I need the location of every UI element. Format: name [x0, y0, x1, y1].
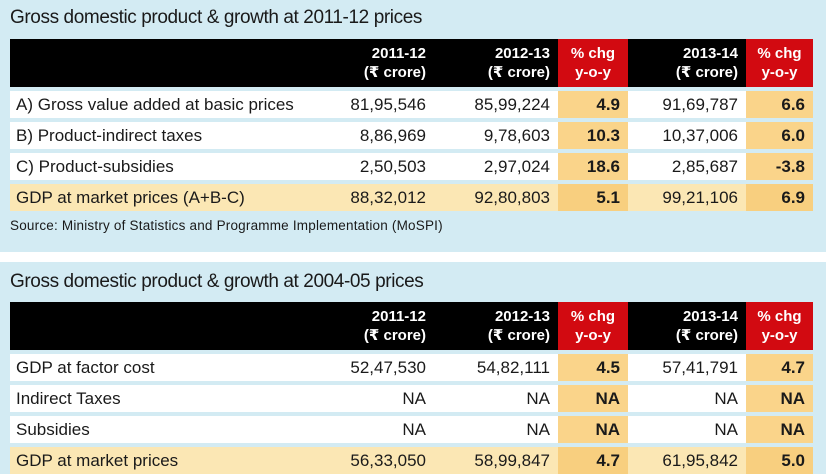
cell-chg-2013-14: 6.0 [746, 118, 813, 149]
header-2013-14: 2013-14 (₹ crore) [628, 39, 746, 87]
cell-chg-2012-13: 4.9 [558, 87, 628, 118]
cell-2013-14: 2,85,687 [628, 149, 746, 180]
cell-chg-2012-13: 4.7 [558, 443, 628, 474]
table-row: Subsidies NA NA NA NA NA [10, 412, 813, 443]
cell-chg-2013-14: -3.8 [746, 149, 813, 180]
cell-chg-2013-14: 4.7 [746, 350, 813, 381]
cell-2013-14: NA [628, 412, 746, 443]
total-row: GDP at market prices 56,33,050 58,99,847… [10, 443, 813, 474]
row-label: GDP at market prices (A+B-C) [10, 180, 306, 211]
cell-chg-2012-13: 18.6 [558, 149, 628, 180]
cell-2011-12: 81,95,546 [306, 87, 434, 118]
header-2011-12: 2011-12 (₹ crore) [306, 39, 434, 87]
cell-2011-12: 56,33,050 [306, 443, 434, 474]
cell-2012-13: 2,97,024 [434, 149, 558, 180]
cell-chg-2013-14: 6.9 [746, 180, 813, 211]
header-chg-2012-13: % chg y-o-y [558, 39, 628, 87]
header-label [10, 302, 306, 350]
cell-2013-14: NA [628, 381, 746, 412]
cell-2011-12: 88,32,012 [306, 180, 434, 211]
table1-header-row: 2011-12 (₹ crore) 2012-13 (₹ crore) % chg y… [10, 39, 813, 87]
cell-2013-14: 91,69,787 [628, 87, 746, 118]
cell-2011-12: NA [306, 381, 434, 412]
cell-2012-13: 54,82,111 [434, 350, 558, 381]
header-2013-14: 2013-14 (₹ crore) [628, 302, 746, 350]
cell-2013-14: 57,41,791 [628, 350, 746, 381]
cell-chg-2013-14: NA [746, 412, 813, 443]
cell-chg-2013-14: 6.6 [746, 87, 813, 118]
cell-chg-2013-14: 5.0 [746, 443, 813, 474]
row-label: Indirect Taxes [10, 381, 306, 412]
cell-chg-2012-13: 10.3 [558, 118, 628, 149]
source-note: Source: Ministry of Statistics and Progr… [10, 218, 443, 233]
table-row: B) Product-indirect taxes 8,86,969 9,78,… [10, 118, 813, 149]
cell-2013-14: 99,21,106 [628, 180, 746, 211]
cell-2011-12: 52,47,530 [306, 350, 434, 381]
cell-chg-2012-13: 5.1 [558, 180, 628, 211]
header-2011-12: 2011-12 (₹ crore) [306, 302, 434, 350]
cell-2013-14: 10,37,006 [628, 118, 746, 149]
row-label: GDP at market prices [10, 443, 306, 474]
header-chg-2012-13: % chg y-o-y [558, 302, 628, 350]
header-chg-2013-14: % chg y-o-y [746, 39, 813, 87]
table2-title: Gross domestic product & growth at 2004-… [10, 271, 424, 292]
cell-2011-12: NA [306, 412, 434, 443]
cell-2012-13: 9,78,603 [434, 118, 558, 149]
table2-header-row: 2011-12 (₹ crore) 2012-13 (₹ crore) % chg y… [10, 302, 813, 350]
cell-2012-13: 92,80,803 [434, 180, 558, 211]
gdp-2011-12-panel: Gross domestic product & growth at 2011-… [10, 7, 813, 233]
table-row: Indirect Taxes NA NA NA NA NA [10, 381, 813, 412]
row-label: B) Product-indirect taxes [10, 118, 306, 149]
cell-2013-14: 61,95,842 [628, 443, 746, 474]
row-label: GDP at factor cost [10, 350, 306, 381]
table-row: C) Product-subsidies 2,50,503 2,97,024 1… [10, 149, 813, 180]
table-row: GDP at factor cost 52,47,530 54,82,111 4… [10, 350, 813, 381]
cell-chg-2012-13: NA [558, 381, 628, 412]
table-row: A) Gross value added at basic prices 81,… [10, 87, 813, 118]
gdp-2011-12-table: 2011-12 (₹ crore) 2012-13 (₹ crore) % chg y… [10, 39, 813, 211]
row-label: Subsidies [10, 412, 306, 443]
row-label: A) Gross value added at basic prices [10, 87, 306, 118]
cell-2012-13: 58,99,847 [434, 443, 558, 474]
header-label [10, 39, 306, 87]
cell-2011-12: 8,86,969 [306, 118, 434, 149]
cell-2011-12: 2,50,503 [306, 149, 434, 180]
cell-chg-2012-13: 4.5 [558, 350, 628, 381]
cell-2012-13: 85,99,224 [434, 87, 558, 118]
total-row: GDP at market prices (A+B-C) 88,32,012 9… [10, 180, 813, 211]
row-label: C) Product-subsidies [10, 149, 306, 180]
header-chg-2013-14: % chg y-o-y [746, 302, 813, 350]
cell-2012-13: NA [434, 412, 558, 443]
header-2012-13: 2012-13 (₹ crore) [434, 39, 558, 87]
header-2012-13: 2012-13 (₹ crore) [434, 302, 558, 350]
section-divider [0, 252, 826, 262]
gdp-2004-05-panel: Gross domestic product & growth at 2004-… [0, 262, 826, 474]
cell-chg-2013-14: NA [746, 381, 813, 412]
cell-2012-13: NA [434, 381, 558, 412]
table1-title: Gross domestic product & growth at 2011-… [10, 7, 422, 28]
gdp-2004-05-table: 2011-12 (₹ crore) 2012-13 (₹ crore) % chg y… [10, 302, 813, 474]
cell-chg-2012-13: NA [558, 412, 628, 443]
